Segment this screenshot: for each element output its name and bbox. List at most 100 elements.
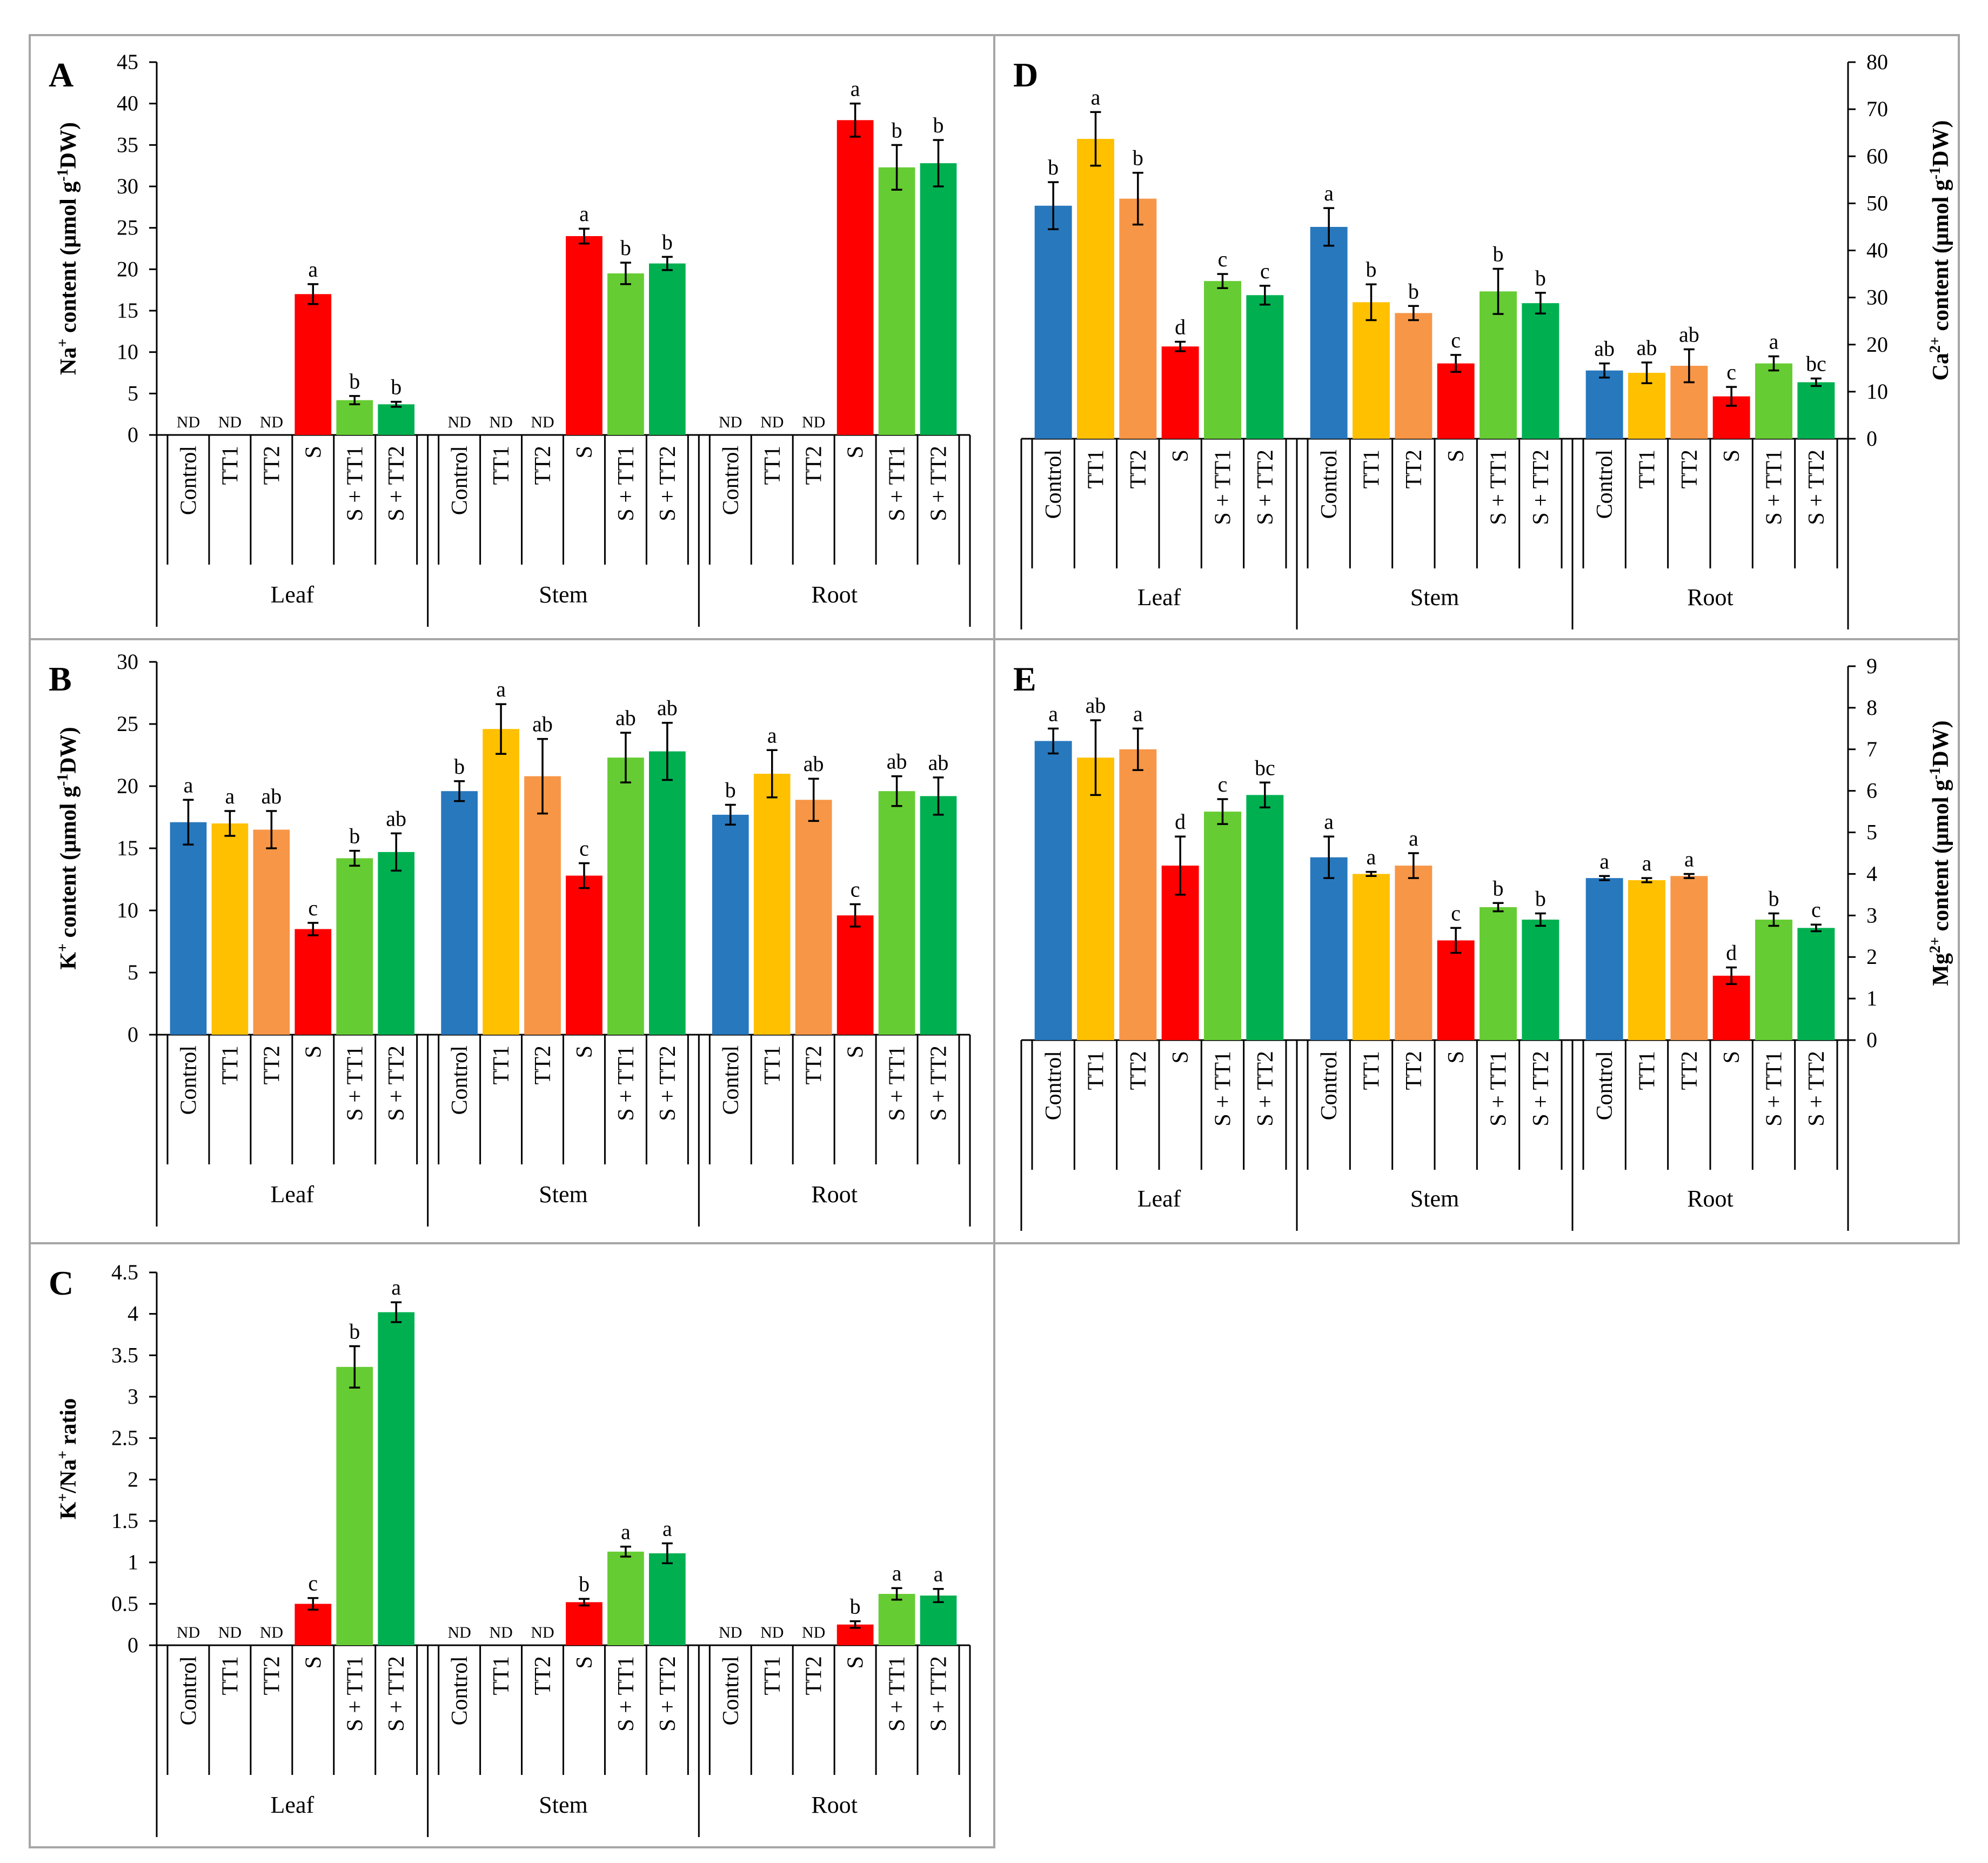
chart-D: D 0 10 20 30 40 50 60 70 80 Ca2+ content (μmol g-1… (1013, 50, 1953, 629)
category-label: TT2 (259, 1046, 284, 1084)
y-axis-title: K+/Na+ ratio (55, 1398, 82, 1519)
group-label-stem: Stem (1410, 584, 1459, 611)
bar (294, 929, 332, 1035)
bar (1119, 749, 1157, 1040)
y-tick-label: 30 (117, 649, 138, 674)
significance-label: c (1218, 772, 1228, 796)
significance-label: ab (804, 752, 824, 776)
category-label: TT1 (489, 1046, 514, 1084)
y-tick-label: 5 (128, 381, 138, 405)
y-tick-label: 40 (117, 91, 138, 116)
significance-label: a (496, 677, 506, 701)
category-label: Control (1317, 450, 1342, 519)
y-tick-label: 50 (1866, 191, 1888, 215)
bar (1204, 812, 1241, 1040)
bar (836, 915, 874, 1035)
category-label: TT2 (531, 446, 555, 485)
category-label: S + TT2 (927, 446, 952, 521)
category-label: S (1719, 450, 1744, 462)
y-tick-label: 9 (1866, 654, 1877, 678)
not-detected-label: ND (489, 413, 512, 431)
significance-label: a (662, 1516, 672, 1540)
bar (1034, 205, 1072, 439)
y-title-superscript: -1 (55, 169, 71, 181)
panel-frame-4 (29, 1242, 995, 1848)
category-label: TT1 (760, 1046, 785, 1084)
category-label: S (1444, 450, 1469, 462)
category-label: TT1 (760, 1656, 785, 1695)
not-detected-label: ND (802, 413, 825, 431)
y-title-superscript: 2+ (1927, 337, 1944, 353)
category-label: S + TT2 (384, 446, 409, 521)
y-tick-label: 1.5 (111, 1509, 138, 1533)
significance-label: c (579, 836, 589, 861)
significance-label: ab (928, 750, 949, 775)
y-title-part: content (μmol g (56, 786, 81, 943)
significance-label: a (934, 1562, 943, 1586)
significance-label: b (579, 1572, 590, 1596)
significance-label: b (662, 230, 673, 254)
significance-label: bc (1806, 351, 1826, 376)
y-tick-label: 30 (1866, 285, 1888, 310)
significance-label: ab (615, 706, 636, 730)
y-tick-label: 20 (1866, 332, 1888, 357)
significance-label: a (308, 257, 318, 282)
significance-label: b (1048, 155, 1059, 179)
category-label: TT2 (1402, 1051, 1427, 1090)
category-label: S + TT1 (885, 1046, 910, 1121)
significance-label: b (1493, 242, 1504, 266)
bar (294, 294, 332, 435)
y-tick-label: 25 (117, 712, 138, 736)
significance-label: a (391, 1275, 401, 1299)
significance-label: b (620, 236, 631, 260)
significance-label: c (1451, 328, 1461, 352)
category-label: S + TT2 (1529, 450, 1554, 525)
bar (1077, 758, 1114, 1040)
y-tick-label: 7 (1866, 737, 1877, 761)
y-title-superscript: 2+ (1927, 937, 1944, 953)
category-label: TT1 (1084, 1051, 1109, 1090)
significance-label: b (892, 118, 902, 142)
y-tick-label: 15 (117, 836, 138, 860)
category-label: S + TT2 (655, 1046, 680, 1121)
y-tick-label: 5 (128, 960, 138, 984)
y-title-superscript: + (55, 1451, 71, 1459)
group-label-root: Root (811, 581, 858, 608)
category-label: S + TT1 (1211, 1051, 1236, 1127)
significance-label: d (1175, 809, 1186, 834)
y-tick-label: 0 (128, 1633, 138, 1657)
y-tick-label: 0 (1866, 1028, 1877, 1052)
category-label: TT2 (802, 446, 827, 485)
group-label-stem: Stem (539, 581, 587, 608)
category-label: Control (176, 1656, 201, 1725)
y-tick-label: 1 (128, 1550, 138, 1574)
category-label: Control (719, 1656, 744, 1725)
bar (1480, 291, 1517, 439)
group-label-leaf: Leaf (1137, 1185, 1181, 1212)
category-label: TT1 (489, 446, 514, 485)
bar (1161, 346, 1199, 439)
y-title-superscript: -1 (55, 774, 71, 786)
category-label: Control (447, 1046, 472, 1115)
significance-label: a (851, 77, 860, 101)
category-label: TT1 (1084, 450, 1109, 488)
group-label-root: Root (811, 1792, 858, 1818)
group-label-leaf: Leaf (271, 581, 314, 608)
category-label: S + TT1 (1487, 1051, 1511, 1127)
y-tick-label: 80 (1866, 50, 1888, 74)
significance-label: a (1367, 845, 1376, 869)
panel-letter: B (49, 660, 72, 698)
category-label: S (1168, 450, 1193, 462)
bar (1204, 281, 1241, 439)
bar (1310, 226, 1348, 439)
category-label: S + TT2 (1529, 1051, 1554, 1127)
bar (1585, 878, 1623, 1040)
bar (253, 829, 290, 1035)
category-label: Control (176, 1046, 201, 1115)
y-tick-label: 4.5 (111, 1260, 138, 1284)
y-tick-label: 25 (117, 216, 138, 240)
group-label-stem: Stem (539, 1181, 587, 1208)
y-title-superscript: -1 (1927, 767, 1944, 780)
bar (920, 796, 957, 1035)
